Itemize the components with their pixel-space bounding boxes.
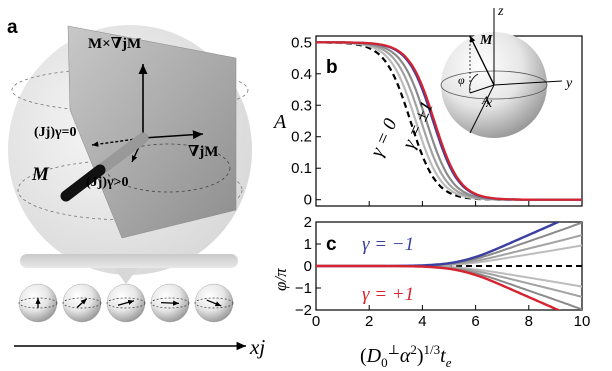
xlabel-sub0: 0: [381, 355, 388, 370]
inset-A-label: A: [481, 93, 490, 107]
xlabel-alpha: α: [400, 345, 411, 367]
inset-y-axis: [493, 80, 563, 86]
gamma-minus1-annotation: γ = −1: [362, 234, 414, 255]
b-ytick-label: 0.1: [291, 160, 312, 177]
panel-c-curves: [316, 222, 582, 310]
sphere-equator-top: [11, 67, 249, 113]
panel-b-frame: [315, 35, 583, 207]
spin-equator: [62, 297, 102, 309]
inset-M-label: M: [479, 33, 493, 48]
c-ytick-label: −1: [295, 280, 312, 297]
current-gammapos-label: (Jj)γ>0: [86, 175, 129, 190]
panel-b-ylabel: A: [272, 111, 287, 133]
gradient-label: ∇jM: [188, 144, 218, 160]
current-gamma0-label: (Jj)γ=0: [34, 125, 77, 140]
xj-axis-label: xj: [249, 335, 265, 359]
tangent-plane: [67, 25, 237, 239]
spin-arrow: [76, 298, 88, 308]
inset-phi-label: φ: [458, 73, 465, 87]
spin-equator: [150, 297, 190, 309]
panel-c-letter: c: [326, 234, 337, 255]
spin-equator: [106, 297, 146, 309]
spin-equator: [194, 297, 234, 309]
inset-x-label: x: [485, 96, 493, 111]
b-ytick-label: 0.4: [291, 66, 312, 83]
panel-b-letter: b: [326, 57, 338, 78]
c-curve: [316, 234, 582, 267]
panel-c-xlabel: (D0⊥α2)1/3te: [360, 342, 452, 370]
c-ytick-label: 0: [304, 258, 312, 275]
spin-diagram: M×∇jM ∇jM (Jj)γ=0 (Jj)γ>0 M: [8, 25, 252, 275]
spin-arrow: [206, 299, 222, 307]
gradient-vector-arrow: [142, 130, 204, 140]
c-xtick-label: 10: [574, 313, 591, 330]
panel-c-ylabel: φ/π: [271, 268, 290, 291]
b-ytick-label: 0: [304, 192, 312, 209]
spin-arrow: [160, 300, 180, 306]
bloch-sphere-inset: z y x M A φ: [440, 4, 573, 138]
c-ytick-label: 2: [304, 214, 312, 231]
b-ytick-label: 0.2: [291, 129, 312, 146]
b-ytick-label: 0.5: [291, 34, 312, 51]
panel-b-curves: [316, 41, 582, 201]
pointer-bar: [20, 254, 238, 268]
plane-orbit: [105, 143, 231, 193]
c-xtick-label: 6: [471, 313, 479, 330]
xlabel-sube: e: [446, 355, 452, 370]
gamma-plus1-annotation: γ = +1: [362, 284, 414, 305]
inset-x-axis: [469, 84, 495, 134]
c-curve: [316, 264, 561, 310]
gamma-pm1-annotation: γ = ±1: [398, 98, 437, 152]
pointer-tip: [114, 268, 138, 284]
xlabel-t: t: [440, 345, 446, 367]
c-xtick-label: 8: [525, 313, 533, 330]
panel-a-letter: a: [7, 17, 18, 38]
magnetization-label: M: [31, 164, 50, 185]
inset-A-line: [469, 84, 495, 94]
xlabel-exp: 1/3: [424, 342, 441, 357]
zoom-pointer: [20, 254, 238, 284]
cross-product-label: M×∇jM: [88, 36, 141, 52]
gamma-0-annotation: γ = 0: [366, 115, 401, 160]
xlabel-D: D: [366, 345, 382, 367]
inset-phi-arc: [469, 73, 479, 94]
c-xtick-label: 4: [418, 313, 426, 330]
c-curve: [316, 222, 561, 268]
xlabel-paren-open: (: [360, 345, 367, 367]
spin-chain: [18, 283, 234, 323]
inset-z-label: z: [497, 4, 504, 19]
panel-b-yticks: 0 0.1 0.2 0.3 0.4 0.5: [291, 34, 530, 209]
c-ytick-label: −2: [295, 302, 312, 319]
b-ytick-label: 0.3: [291, 97, 312, 114]
current-gamma0-arrow: [91, 137, 144, 147]
xlabel-paren-close: ): [417, 345, 424, 367]
c-curve: [316, 265, 582, 298]
b-curve: [316, 41, 582, 201]
inset-M-arrow: [469, 35, 495, 86]
xlabel-perp: ⊥: [388, 342, 400, 357]
xlabel-sq: 2: [410, 342, 417, 357]
magnetization-bar-dark: [60, 164, 106, 202]
c-xtick-label: 2: [365, 313, 373, 330]
c-xtick-label: 0: [312, 313, 320, 330]
spin-arrow: [117, 299, 135, 306]
c-ytick-label: 1: [304, 236, 312, 253]
inset-y-label: y: [564, 76, 573, 91]
